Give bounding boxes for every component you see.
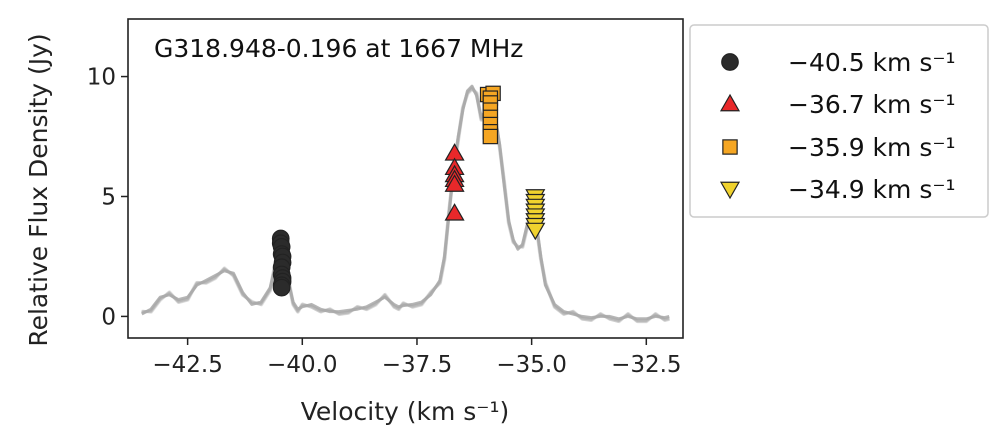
y-ticks: 0 5 10 [87,65,128,330]
y-tick-label: 10 [87,65,116,91]
legend-marker-3 [722,139,738,155]
y-tick-label: 0 [101,304,116,330]
markers-layer [271,85,546,297]
legend-label-4: −34.9 km s⁻¹ [788,175,956,204]
y-tick-label: 5 [101,184,116,210]
plot-frame [127,18,684,339]
legend-box [689,24,989,218]
legend-marker-1 [721,53,739,71]
x-axis-label: Velocity (km s⁻¹) [301,397,510,426]
x-tick-label: −37.5 [382,352,452,378]
legend: −40.5 km s⁻¹ −36.7 km s⁻¹ −35.9 km s⁻¹ −34.… [689,24,989,218]
spectrum-trace-5 [141,87,670,323]
spectrum-trace-1 [141,84,670,321]
y-axis-label: Relative Flux Density (Jy) [24,33,53,346]
spectrum-layer [141,84,671,324]
spectrum-trace-4 [142,87,671,324]
legend-marker-2 [719,93,741,112]
data-point-series-3 [482,128,499,145]
data-point-series-4 [525,222,546,241]
x-ticks: −42.5 −40.0 −37.5 −35.0 −32.5 [152,338,682,378]
x-tick-label: −32.5 [611,352,681,378]
spectrum-trace-2 [141,86,670,323]
data-point-series-1 [272,278,291,297]
legend-label-1: −40.5 km s⁻¹ [788,48,956,77]
spectrum-trace-3 [141,86,670,322]
x-tick-label: −35.0 [496,352,566,378]
legend-label-3: −35.9 km s⁻¹ [788,133,956,162]
legend-label-2: −36.7 km s⁻¹ [788,90,956,119]
legend-marker-4 [719,181,741,200]
data-point-series-2 [444,174,465,192]
data-point-series-2 [444,203,465,221]
x-tick-label: −40.0 [267,352,337,378]
x-tick-label: −42.5 [152,352,222,378]
chart-title: G318.948-0.196 at 1667 MHz [154,34,523,63]
